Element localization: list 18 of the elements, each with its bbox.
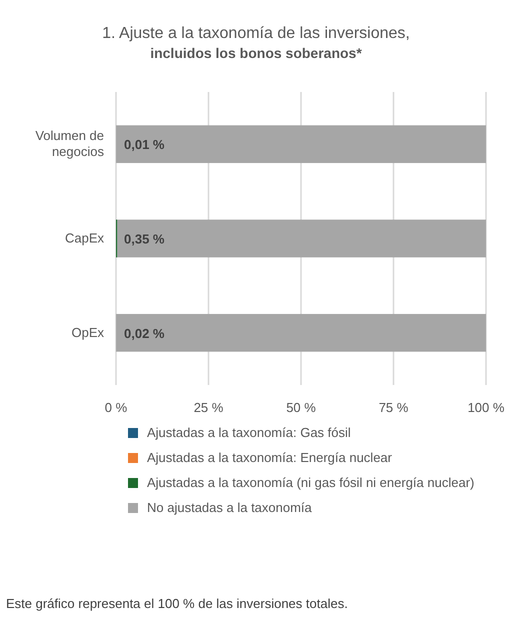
data-label: 0,35 % [124, 232, 165, 246]
x-tick-label: 100 % [468, 400, 505, 416]
chart-subtitle: incluidos los bonos soberanos* [150, 45, 362, 61]
y-tick-label: Volumen de negocios [35, 128, 104, 160]
y-tick-label: CapEx [64, 230, 104, 246]
legend-label: Ajustadas a la taxonomía: Energía nuclear [147, 450, 393, 465]
chart-title: 1. Ajuste a la taxonomía de las inversiones, [102, 25, 410, 42]
legend-label: Ajustadas a la taxonomía: Gas fósil [147, 425, 351, 440]
data-label: 0,01 % [124, 137, 165, 152]
legend-label: No ajustadas a la taxonomía [147, 500, 313, 515]
data-label: 0,02 % [124, 326, 165, 341]
x-tick-label: 25 % [194, 400, 224, 416]
legend-label: Ajustadas a la taxonomía (ni gas fósil ni energía nuclear) [147, 475, 474, 490]
x-tick-label: 75 % [378, 400, 409, 416]
x-tick-label: 0 % [104, 400, 128, 416]
x-tick-label: 50 % [286, 400, 316, 416]
y-tick-label: OpEx [71, 324, 104, 340]
text: Este gráfico representa el 100 % de las inversiones totales. [6, 596, 348, 611]
